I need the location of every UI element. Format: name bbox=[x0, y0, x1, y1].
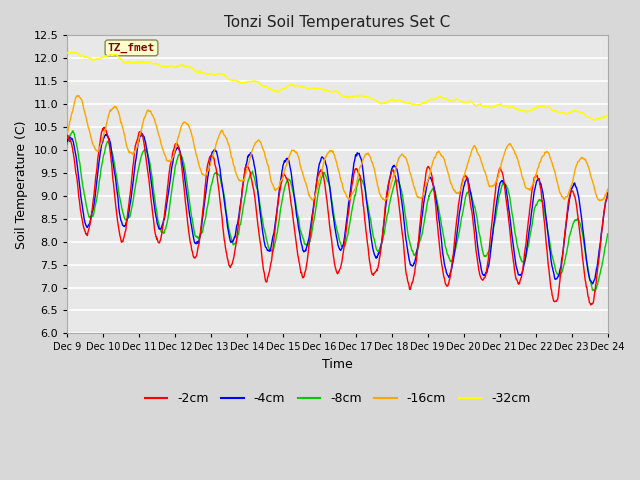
X-axis label: Time: Time bbox=[322, 358, 353, 371]
Y-axis label: Soil Temperature (C): Soil Temperature (C) bbox=[15, 120, 28, 249]
Title: Tonzi Soil Temperatures Set C: Tonzi Soil Temperatures Set C bbox=[225, 15, 451, 30]
Text: TZ_fmet: TZ_fmet bbox=[108, 43, 155, 53]
Legend: -2cm, -4cm, -8cm, -16cm, -32cm: -2cm, -4cm, -8cm, -16cm, -32cm bbox=[140, 387, 536, 410]
